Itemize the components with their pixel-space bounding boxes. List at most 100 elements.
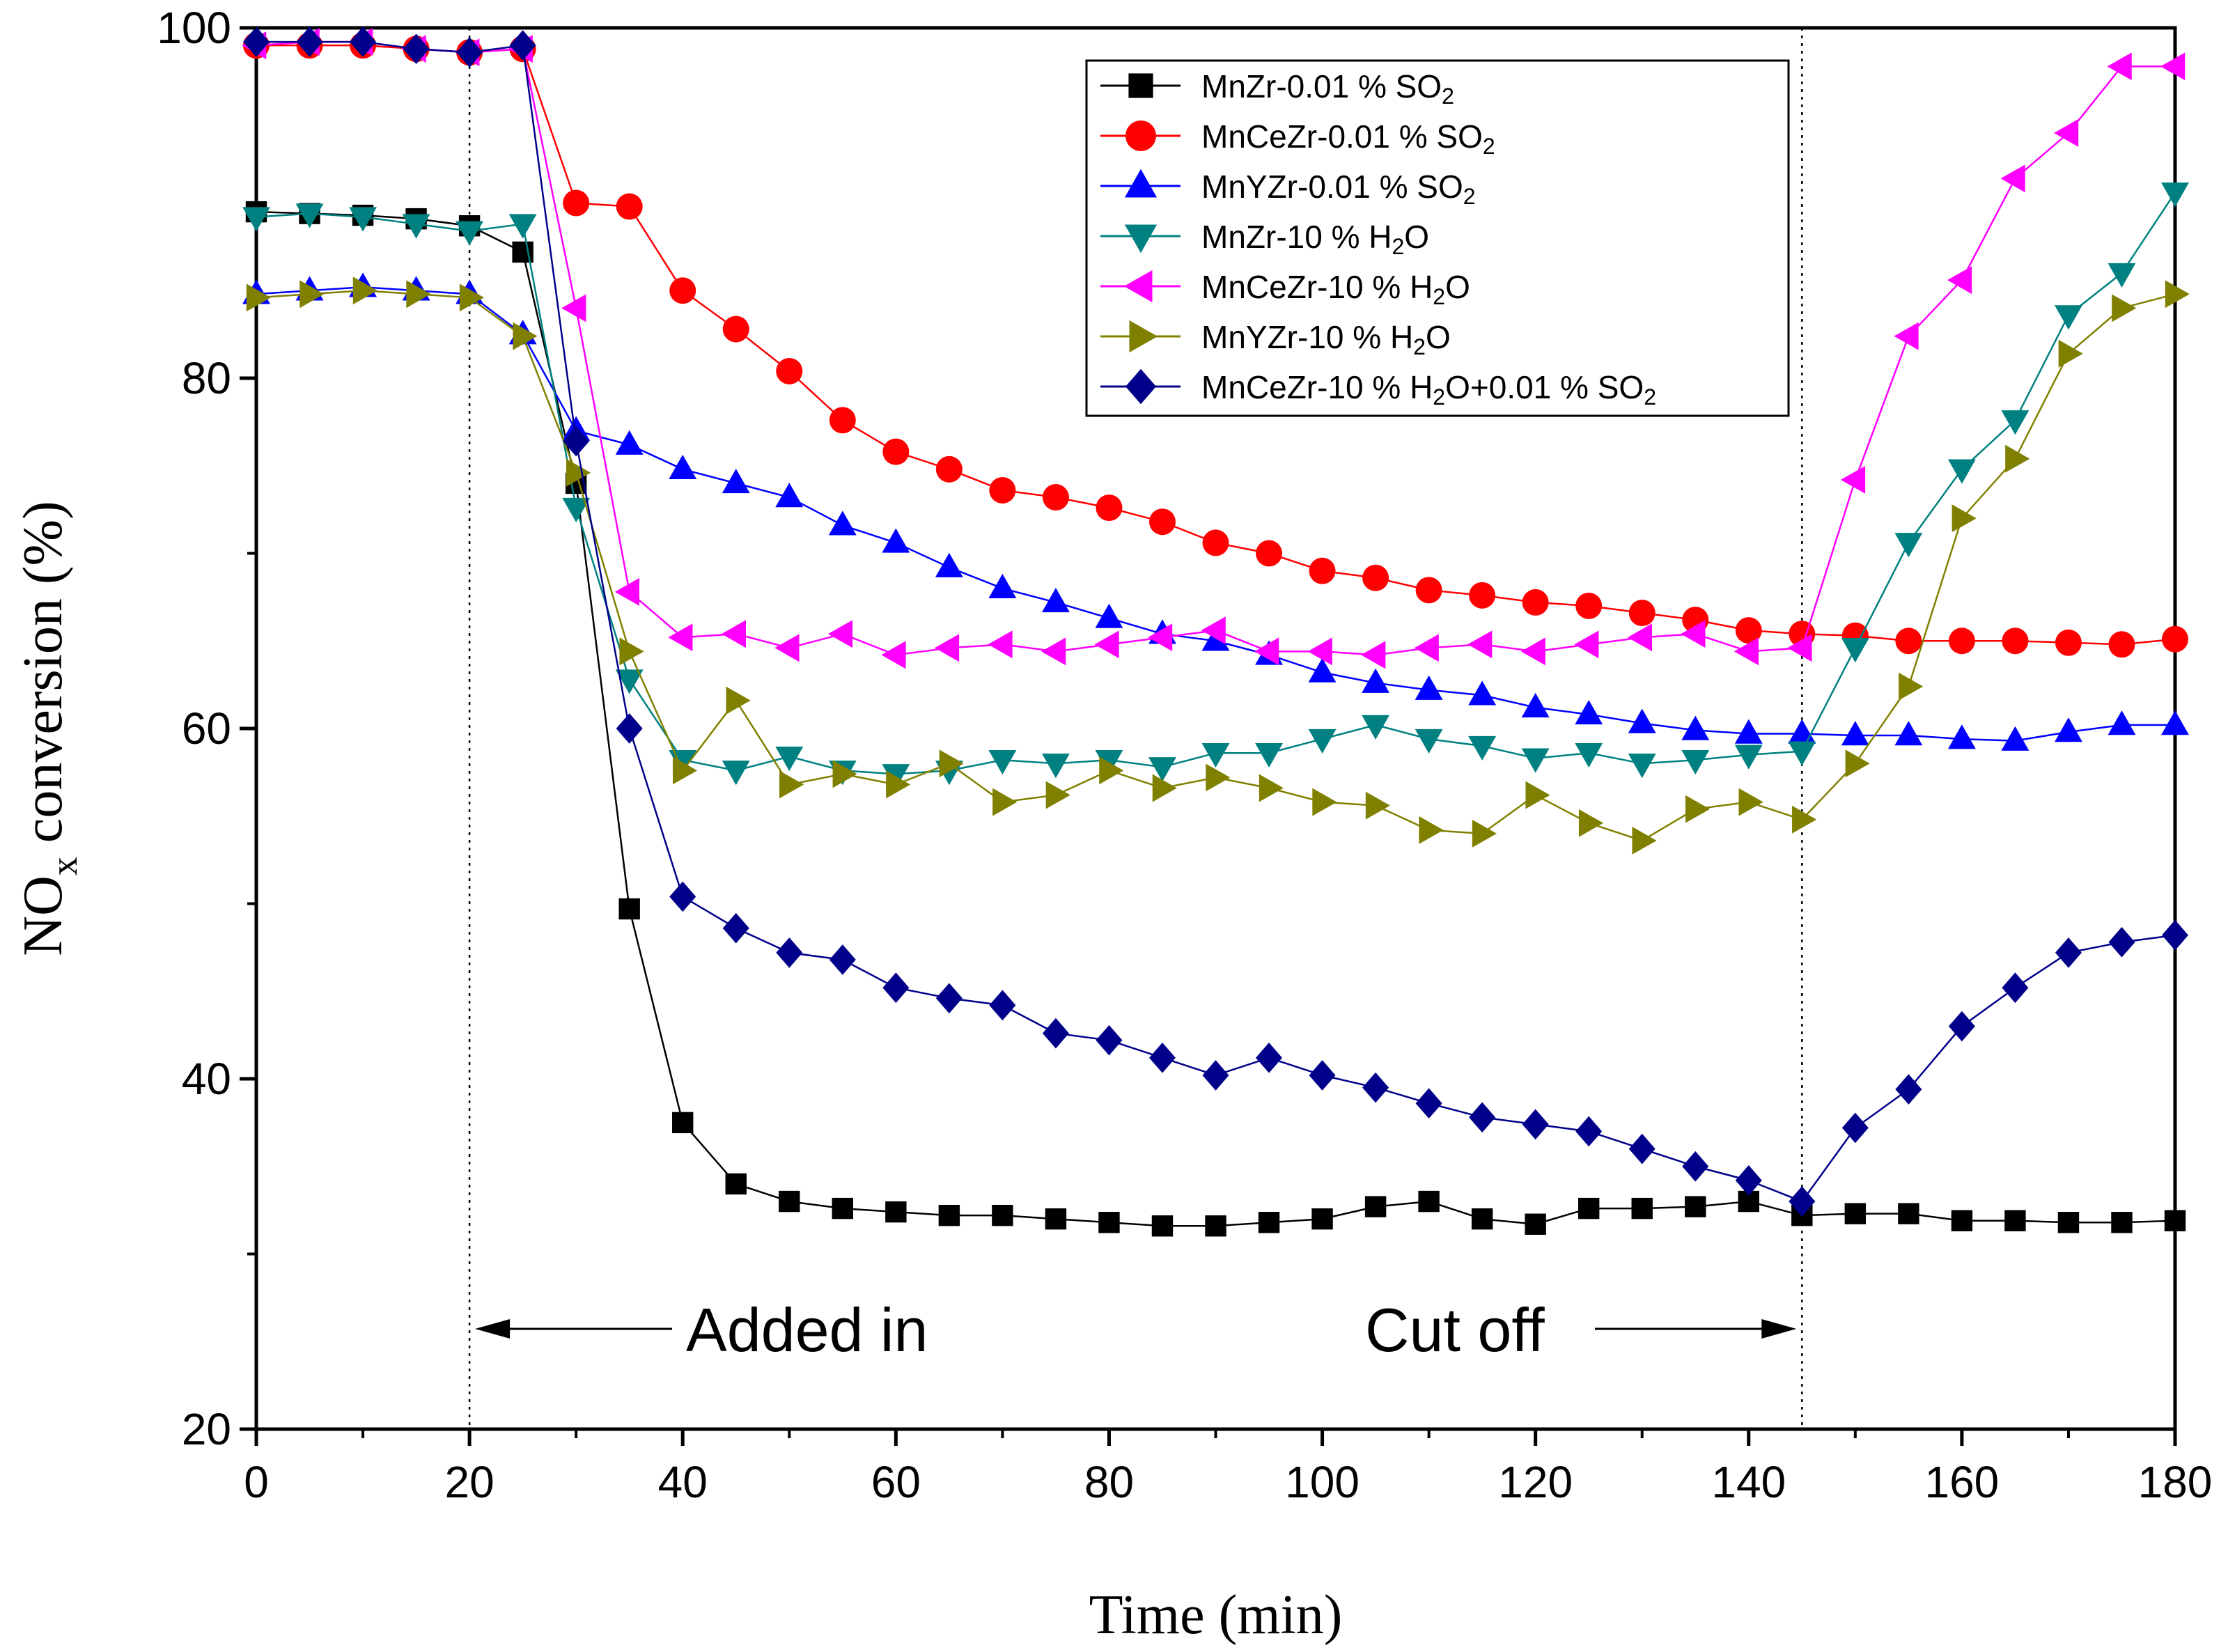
data-point bbox=[1574, 630, 1599, 659]
axes-layer: 0 20 40 60 80 100 120 140 160 180 20 40 60 80 100 bbox=[157, 3, 2212, 1507]
y-tick-label: 20 bbox=[182, 1404, 231, 1454]
data-point bbox=[1521, 692, 1550, 718]
data-point bbox=[1947, 724, 1976, 749]
data-point bbox=[402, 214, 430, 239]
data-point bbox=[2108, 631, 2135, 658]
data-point bbox=[1362, 564, 1389, 591]
data-point bbox=[456, 37, 483, 68]
legend: MnZr-0.01 % SO2 MnCeZr-0.01 % SO2 MnYZr-0.… bbox=[1085, 59, 1790, 417]
data-point bbox=[1096, 1024, 1123, 1056]
data-point bbox=[992, 788, 1018, 816]
legend-label: MnZr-0.01 % SO2 bbox=[1201, 68, 1454, 109]
data-point bbox=[1577, 1197, 1600, 1219]
data-point bbox=[2165, 280, 2190, 309]
data-point bbox=[403, 33, 430, 65]
data-point bbox=[1948, 1011, 1975, 1042]
y-tick-label: 80 bbox=[182, 353, 231, 403]
data-point bbox=[1042, 1018, 1069, 1049]
data-point bbox=[615, 430, 644, 455]
data-point bbox=[1627, 623, 1652, 652]
data-point bbox=[1575, 742, 1603, 768]
data-point bbox=[1258, 1212, 1280, 1233]
data-point bbox=[1787, 634, 1812, 662]
data-point bbox=[1096, 494, 1123, 522]
data-point bbox=[672, 1112, 694, 1134]
annotation-layer: Added in Cut off bbox=[475, 1295, 1797, 1364]
data-point bbox=[882, 528, 910, 553]
legend-entry-1: MnZr-0.01 % SO2 bbox=[1100, 68, 1454, 109]
data-point bbox=[1734, 637, 1759, 666]
data-point bbox=[935, 983, 963, 1014]
data-point bbox=[2055, 937, 2082, 968]
data-point bbox=[1095, 603, 1123, 628]
data-point bbox=[1575, 699, 1603, 725]
data-point bbox=[934, 634, 960, 662]
data-point bbox=[2112, 294, 2137, 322]
data-point bbox=[722, 761, 750, 786]
data-point bbox=[2058, 339, 2083, 368]
x-tick-label: 60 bbox=[871, 1457, 921, 1507]
data-point bbox=[1895, 1074, 1922, 1105]
data-point bbox=[1256, 540, 1283, 567]
data-point bbox=[616, 713, 643, 744]
data-point bbox=[2002, 972, 2029, 1004]
data-point bbox=[2002, 628, 2029, 655]
data-point bbox=[2054, 118, 2079, 147]
data-point bbox=[1205, 1215, 1226, 1237]
data-point bbox=[827, 620, 853, 648]
data-point bbox=[1682, 1151, 1709, 1182]
y-tick-label: 100 bbox=[157, 3, 231, 53]
data-point bbox=[2000, 164, 2025, 193]
data-point bbox=[349, 207, 377, 232]
data-point bbox=[672, 756, 698, 785]
legend-label: MnYZr-10 % H2O bbox=[1201, 319, 1451, 359]
data-point bbox=[1894, 721, 1923, 746]
data-point bbox=[1631, 1197, 1653, 1219]
data-point bbox=[1312, 788, 1337, 816]
data-point bbox=[1045, 781, 1070, 809]
data-point bbox=[881, 641, 906, 669]
data-point bbox=[1792, 805, 1817, 834]
data-point bbox=[1311, 1208, 1333, 1230]
data-point bbox=[1415, 675, 1443, 700]
data-point bbox=[352, 276, 377, 305]
data-point bbox=[776, 937, 803, 968]
data-point bbox=[725, 1173, 747, 1195]
legend-entry-5: MnCeZr-10 % H2O bbox=[1100, 269, 1470, 309]
data-point bbox=[2004, 1210, 2026, 1231]
x-tick-label: 80 bbox=[1084, 1457, 1134, 1507]
data-point bbox=[1259, 774, 1284, 802]
data-point bbox=[2161, 182, 2189, 208]
data-point bbox=[939, 749, 964, 778]
data-point bbox=[242, 207, 270, 232]
legend-marker bbox=[1123, 270, 1153, 303]
data-point bbox=[1738, 788, 1763, 816]
series-layer bbox=[242, 26, 2190, 1237]
data-point bbox=[2107, 52, 2132, 81]
data-point bbox=[1148, 508, 1176, 536]
data-point bbox=[832, 760, 857, 788]
data-point bbox=[779, 770, 804, 799]
data-point bbox=[1628, 754, 1656, 779]
data-point bbox=[1201, 742, 1230, 768]
data-point bbox=[2161, 710, 2189, 735]
data-point bbox=[1841, 1112, 1869, 1144]
data-point bbox=[1469, 582, 1496, 609]
data-point bbox=[1681, 750, 1710, 775]
data-point bbox=[1309, 1060, 1336, 1091]
data-point bbox=[774, 634, 800, 662]
data-point bbox=[561, 294, 586, 322]
data-point bbox=[1628, 600, 1656, 627]
data-point bbox=[2001, 726, 2030, 751]
data-point bbox=[1685, 795, 1711, 823]
x-axis-title: Time (min) bbox=[1089, 1584, 1343, 1646]
x-tick-label: 20 bbox=[445, 1457, 494, 1507]
legend-marker bbox=[1125, 120, 1156, 151]
legend-label: MnCeZr-0.01 % SO2 bbox=[1201, 118, 1495, 159]
data-point bbox=[2162, 625, 2188, 653]
data-point bbox=[776, 357, 803, 384]
data-point bbox=[1255, 742, 1283, 768]
data-point bbox=[1467, 630, 1493, 659]
data-point bbox=[1094, 630, 1119, 659]
data-point bbox=[406, 280, 431, 309]
